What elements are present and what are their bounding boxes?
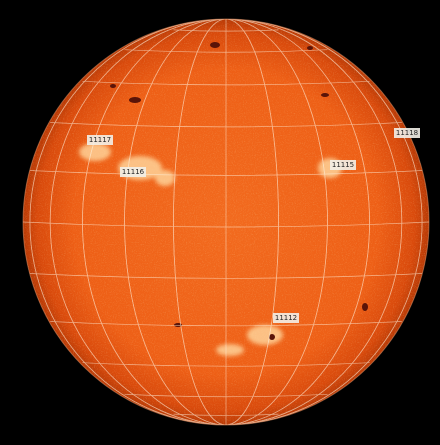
meridian [49, 19, 403, 425]
label-box [394, 128, 420, 138]
label-box [87, 135, 113, 145]
region-labels: 11117 11116 11115 11118 11112 [87, 128, 420, 323]
label-box [120, 167, 146, 177]
meridian [82, 19, 370, 425]
coordinate-grid [23, 19, 429, 425]
parallel [23, 221, 429, 228]
parallel [82, 362, 370, 367]
region-label: 11117 [89, 136, 111, 144]
surface [23, 19, 429, 425]
region-label: 11115 [332, 161, 354, 169]
region-label: 11118 [396, 129, 418, 137]
region-label: 11116 [122, 168, 145, 176]
meridian [29, 19, 423, 425]
parallel [173, 413, 279, 416]
parallel [50, 321, 402, 327]
region-label: 11112 [275, 314, 297, 322]
label-box [273, 313, 299, 323]
limb [22, 18, 430, 426]
parallel [124, 393, 328, 398]
filaments [110, 42, 368, 340]
meridian [173, 19, 279, 425]
parallel [29, 273, 423, 279]
meridian [124, 19, 328, 425]
label-box [330, 160, 356, 170]
